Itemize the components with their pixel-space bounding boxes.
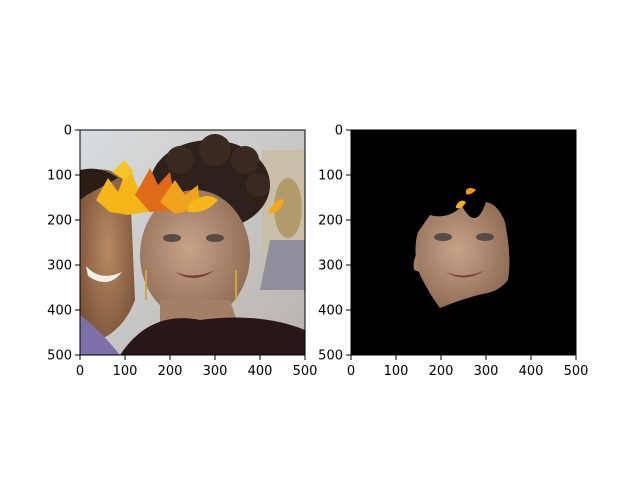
right-ytick-label: 400 [318, 304, 343, 319]
leaves-overlay [96, 160, 284, 215]
left-ytick-label: 500 [47, 349, 72, 364]
left-ytick-label: 400 [47, 304, 72, 319]
mask-image [351, 130, 576, 355]
left-xtick-label: 400 [248, 364, 273, 379]
left-xtick-label: 100 [113, 364, 138, 379]
left-ytick-label: 0 [64, 124, 72, 139]
axes-left-photo: 0 100 200 300 400 500 0 100 200 300 400 500 [47, 124, 317, 380]
right-ytick-label: 0 [335, 124, 343, 139]
right-xtick-label: 300 [474, 364, 499, 379]
right-xtick-label: 100 [384, 364, 409, 379]
axes-right-mask: 0 100 200 300 400 500 0 100 200 300 400 500 [318, 124, 588, 380]
photo-image [80, 130, 305, 355]
axes-left-ticks: 0 100 200 300 400 500 0 100 200 300 400 500 [47, 124, 317, 380]
axes-left-frame [79, 129, 306, 356]
right-ytick-label: 200 [318, 214, 343, 229]
left-xtick-label: 300 [203, 364, 228, 379]
left-ytick-label: 100 [47, 169, 72, 184]
left-xtick-label: 500 [293, 364, 318, 379]
right-ytick-label: 300 [318, 259, 343, 274]
right-ytick-label: 100 [318, 169, 343, 184]
right-xtick-label: 400 [519, 364, 544, 379]
right-xtick-label: 500 [564, 364, 589, 379]
left-xtick-label: 200 [158, 364, 183, 379]
right-ytick-label: 500 [318, 349, 343, 364]
left-ytick-label: 300 [47, 259, 72, 274]
axes-right-frame [350, 129, 577, 356]
left-ytick-label: 200 [47, 214, 72, 229]
axes-right-ticks: 0 100 200 300 400 500 0 100 200 300 400 500 [318, 124, 588, 380]
right-xtick-label: 0 [347, 364, 355, 379]
left-xtick-label: 0 [76, 364, 84, 379]
right-xtick-label: 200 [429, 364, 454, 379]
